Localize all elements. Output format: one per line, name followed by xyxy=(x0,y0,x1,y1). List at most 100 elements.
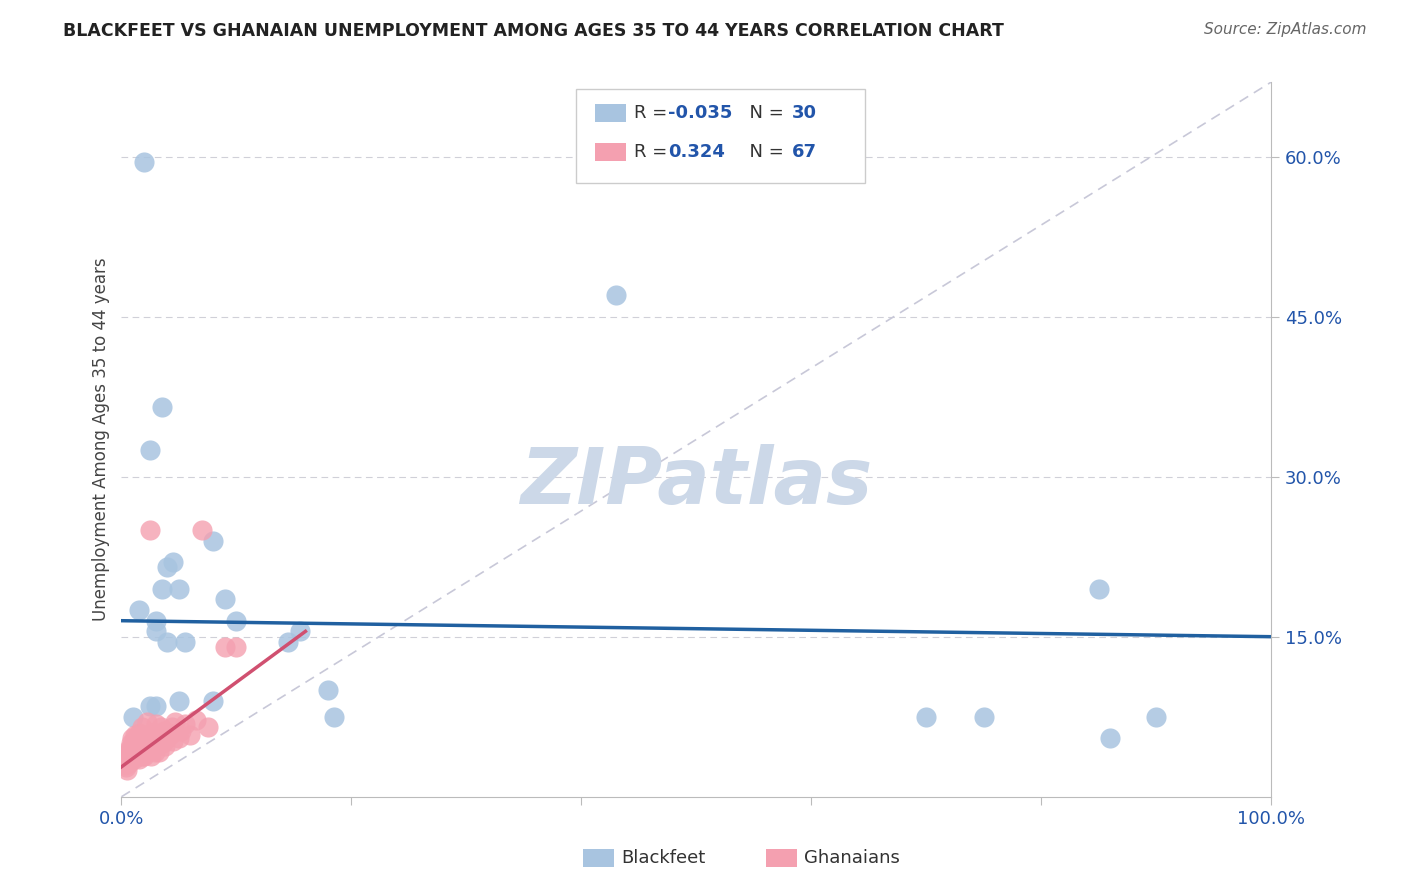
Point xyxy=(157,725,180,739)
Point xyxy=(162,555,184,569)
Point xyxy=(202,694,225,708)
Point xyxy=(141,749,163,764)
Point xyxy=(156,731,179,745)
Point xyxy=(973,710,995,724)
Point xyxy=(122,739,145,753)
Point xyxy=(167,694,190,708)
Point xyxy=(143,745,166,759)
Point xyxy=(1088,582,1111,596)
Point xyxy=(128,603,150,617)
Point xyxy=(121,731,143,745)
Text: 0.324: 0.324 xyxy=(668,143,724,161)
Point xyxy=(139,442,162,457)
Point xyxy=(139,523,162,537)
Point xyxy=(122,734,145,748)
Point xyxy=(225,614,247,628)
Point xyxy=(605,288,627,302)
Point xyxy=(145,699,167,714)
Point xyxy=(115,747,138,761)
Point xyxy=(173,635,195,649)
Point xyxy=(170,723,193,738)
Point xyxy=(159,728,181,742)
Point xyxy=(145,717,167,731)
Text: R =: R = xyxy=(634,143,673,161)
Point xyxy=(135,731,157,745)
Point xyxy=(288,624,311,639)
Point xyxy=(139,699,162,714)
Point xyxy=(131,720,153,734)
Point xyxy=(148,731,170,745)
Point xyxy=(277,635,299,649)
Point xyxy=(142,731,165,745)
Point xyxy=(202,533,225,548)
Text: 30: 30 xyxy=(792,104,817,122)
Text: Blackfeet: Blackfeet xyxy=(621,849,706,867)
Point xyxy=(127,745,149,759)
Point xyxy=(118,741,141,756)
Point xyxy=(153,739,176,753)
Point xyxy=(156,560,179,574)
Point xyxy=(173,717,195,731)
Point xyxy=(128,739,150,753)
Point xyxy=(135,741,157,756)
Text: BLACKFEET VS GHANAIAN UNEMPLOYMENT AMONG AGES 35 TO 44 YEARS CORRELATION CHART: BLACKFEET VS GHANAIAN UNEMPLOYMENT AMONG… xyxy=(63,22,1004,40)
Point xyxy=(146,736,169,750)
Text: 67: 67 xyxy=(792,143,817,161)
Point xyxy=(122,749,145,764)
Point xyxy=(115,756,138,770)
Text: -0.035: -0.035 xyxy=(668,104,733,122)
Point xyxy=(125,731,148,745)
Point xyxy=(125,749,148,764)
Point xyxy=(1146,710,1168,724)
Point xyxy=(150,401,173,415)
Point xyxy=(117,745,139,759)
Point xyxy=(152,736,174,750)
Point xyxy=(214,592,236,607)
Point xyxy=(117,749,139,764)
Point xyxy=(149,720,172,734)
Point xyxy=(179,728,201,742)
Point xyxy=(225,640,247,655)
Point xyxy=(167,582,190,596)
Point xyxy=(114,757,136,772)
Point xyxy=(150,728,173,742)
Point xyxy=(135,714,157,729)
Point xyxy=(120,749,142,764)
Point xyxy=(122,752,145,766)
Point xyxy=(129,734,152,748)
Text: N =: N = xyxy=(738,143,790,161)
Point xyxy=(156,635,179,649)
Point xyxy=(153,723,176,738)
Point xyxy=(150,582,173,596)
Point xyxy=(128,725,150,739)
Point xyxy=(115,752,138,766)
Text: Source: ZipAtlas.com: Source: ZipAtlas.com xyxy=(1204,22,1367,37)
Point xyxy=(915,710,938,724)
Point xyxy=(122,745,145,759)
Text: Ghanaians: Ghanaians xyxy=(804,849,900,867)
Point xyxy=(162,734,184,748)
Point xyxy=(148,745,170,759)
Point xyxy=(145,614,167,628)
Point xyxy=(318,683,340,698)
Point xyxy=(124,747,146,761)
Text: N =: N = xyxy=(738,104,790,122)
Point xyxy=(132,745,155,759)
Point xyxy=(165,714,187,729)
Point xyxy=(214,640,236,655)
Point xyxy=(134,155,156,169)
Point xyxy=(134,749,156,764)
Point xyxy=(128,752,150,766)
Point xyxy=(121,747,143,761)
Point xyxy=(115,763,138,777)
Point xyxy=(141,725,163,739)
Point xyxy=(118,756,141,770)
Point xyxy=(167,731,190,745)
Point xyxy=(1099,731,1122,745)
Point xyxy=(122,710,145,724)
Point xyxy=(115,760,138,774)
Point xyxy=(138,739,160,753)
Text: ZIPatlas: ZIPatlas xyxy=(520,444,873,520)
Point xyxy=(118,752,141,766)
Point xyxy=(160,720,183,734)
